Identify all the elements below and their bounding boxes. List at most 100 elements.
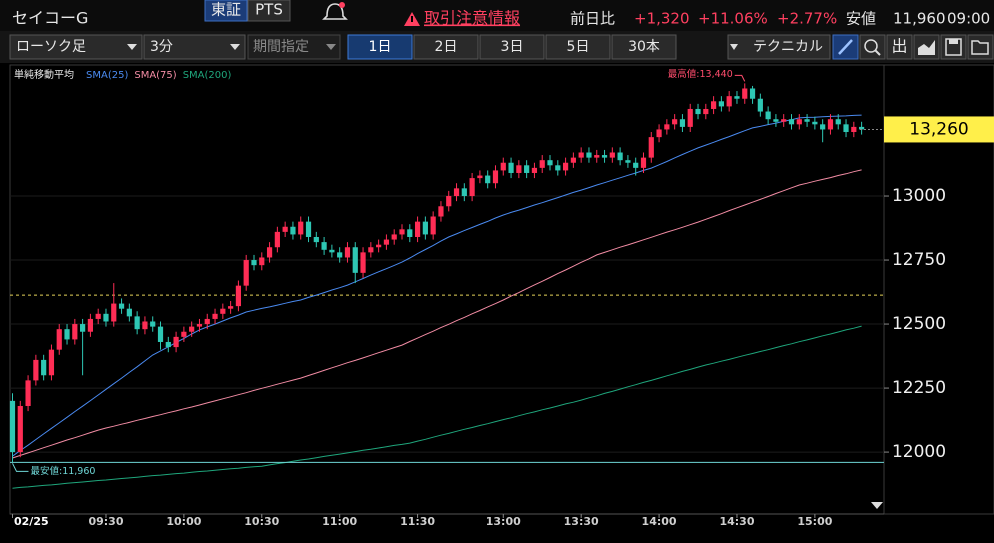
candle-body (376, 244, 382, 248)
bell-icon[interactable] (322, 2, 348, 20)
interval-dropdown[interactable] (143, 34, 246, 60)
chart-type-dropdown[interactable] (9, 34, 143, 60)
candle-body (313, 236, 319, 243)
export-button[interactable] (886, 34, 913, 60)
range-button-label[interactable]: 30本 (628, 39, 660, 55)
x-tick-label: 15:00 (797, 515, 832, 528)
candle-body (368, 247, 374, 253)
annotations: 最高値:13,440 最安値:11,960 13,260 (10, 68, 994, 477)
other-pct: +2.77% (777, 10, 837, 28)
range-button-label[interactable]: 1日 (369, 39, 392, 55)
legend: 単純移動平均 SMA(25) SMA(75) SMA(200) (14, 68, 231, 81)
chart-style-button[interactable] (913, 34, 940, 60)
draw-tool-button[interactable] (832, 34, 859, 60)
candle-body (508, 162, 514, 173)
low-time: 09:00 (947, 10, 990, 28)
candle-body (656, 129, 662, 138)
candle-body (189, 326, 195, 332)
tab-pts-label[interactable]: PTS (255, 1, 283, 19)
candle-body (827, 119, 834, 130)
export-button-label[interactable]: 出 (891, 37, 907, 56)
candle-body (165, 341, 171, 348)
range-button[interactable] (347, 34, 413, 60)
alert-link[interactable]: 取引注意情報 (424, 9, 520, 28)
candle-body (126, 308, 132, 317)
open-button[interactable] (967, 34, 994, 60)
chart-type-label[interactable]: ローソク足 (16, 39, 86, 55)
interval-label[interactable]: 3分 (150, 39, 173, 55)
candle-body (87, 318, 93, 332)
candle-body (274, 231, 280, 248)
candle-body (516, 165, 522, 173)
candle-body (703, 108, 709, 115)
technical-dropdown[interactable] (727, 34, 831, 60)
tab-pts[interactable] (247, 0, 291, 22)
candle-body (765, 111, 771, 120)
x-tick-label: 13:00 (486, 515, 521, 528)
candle-body (539, 160, 545, 168)
x-tick-label: 14:30 (719, 515, 754, 528)
x-tick-label: 09:30 (88, 515, 123, 528)
candle-body (859, 126, 865, 130)
change-label: 前日比 (570, 10, 615, 28)
candle-body (134, 316, 140, 330)
candle-body (414, 221, 421, 237)
axis-labels: 12000 12250 12500 12750 13000 02/25 09:30 10:00… (12, 186, 946, 528)
x-tick-label: 10:00 (166, 515, 201, 528)
candle-body (500, 162, 506, 171)
period-label[interactable]: 期間指定 (253, 39, 309, 55)
candle-body (726, 96, 732, 107)
candles (9, 83, 865, 463)
save-button[interactable] (940, 34, 967, 60)
scroll-marker[interactable] (871, 502, 883, 509)
candle-body (48, 349, 55, 376)
candle-body (485, 175, 491, 184)
candle-body (337, 252, 343, 258)
x-tick-label: 02/25 (14, 515, 49, 528)
candle-body (718, 101, 724, 107)
range-button[interactable] (545, 34, 611, 60)
candle-body (648, 137, 654, 158)
tab-tse-label[interactable]: 東証 (211, 1, 241, 19)
candle-body (196, 324, 203, 327)
technical-label[interactable]: テクニカル (753, 39, 823, 55)
range-button-label[interactable]: 2日 (435, 39, 458, 55)
candle-body (17, 405, 23, 453)
candle-body (687, 108, 693, 127)
x-tick-label: 11:00 (322, 515, 357, 528)
candle-body (446, 196, 452, 207)
candle-body (228, 306, 234, 309)
candle-body (796, 119, 802, 125)
range-button-label[interactable]: 5日 (567, 39, 590, 55)
candle-body (664, 124, 670, 130)
range-button-label[interactable]: 3日 (501, 39, 524, 55)
x-tick-label: 10:30 (244, 515, 279, 528)
indicator-title: 単純移動平均 (14, 68, 74, 81)
candle-body (555, 165, 561, 171)
candle-body (570, 157, 576, 163)
high-marker (734, 74, 746, 82)
grid (10, 195, 884, 453)
candle-body (251, 260, 257, 266)
candle-body (282, 226, 288, 232)
change-value: +1,320 (634, 10, 690, 28)
y-tick-label: 13000 (892, 186, 946, 206)
sma-line (12, 325, 862, 489)
tab-tse[interactable] (204, 0, 248, 22)
zoom-button[interactable] (859, 34, 886, 60)
candle-body (41, 359, 47, 376)
candle-body (695, 108, 701, 115)
candle-body (72, 324, 78, 340)
candle-body (290, 226, 296, 235)
legend-entry: SMA(25) (86, 70, 128, 81)
range-button[interactable] (611, 34, 677, 60)
candle-body (305, 221, 312, 237)
candle-body (601, 155, 608, 158)
range-button[interactable] (413, 34, 479, 60)
range-button[interactable] (479, 34, 545, 60)
candle-body (711, 101, 717, 109)
period-dropdown[interactable] (247, 34, 341, 60)
candle-body (547, 160, 553, 166)
candle-body (80, 324, 86, 332)
